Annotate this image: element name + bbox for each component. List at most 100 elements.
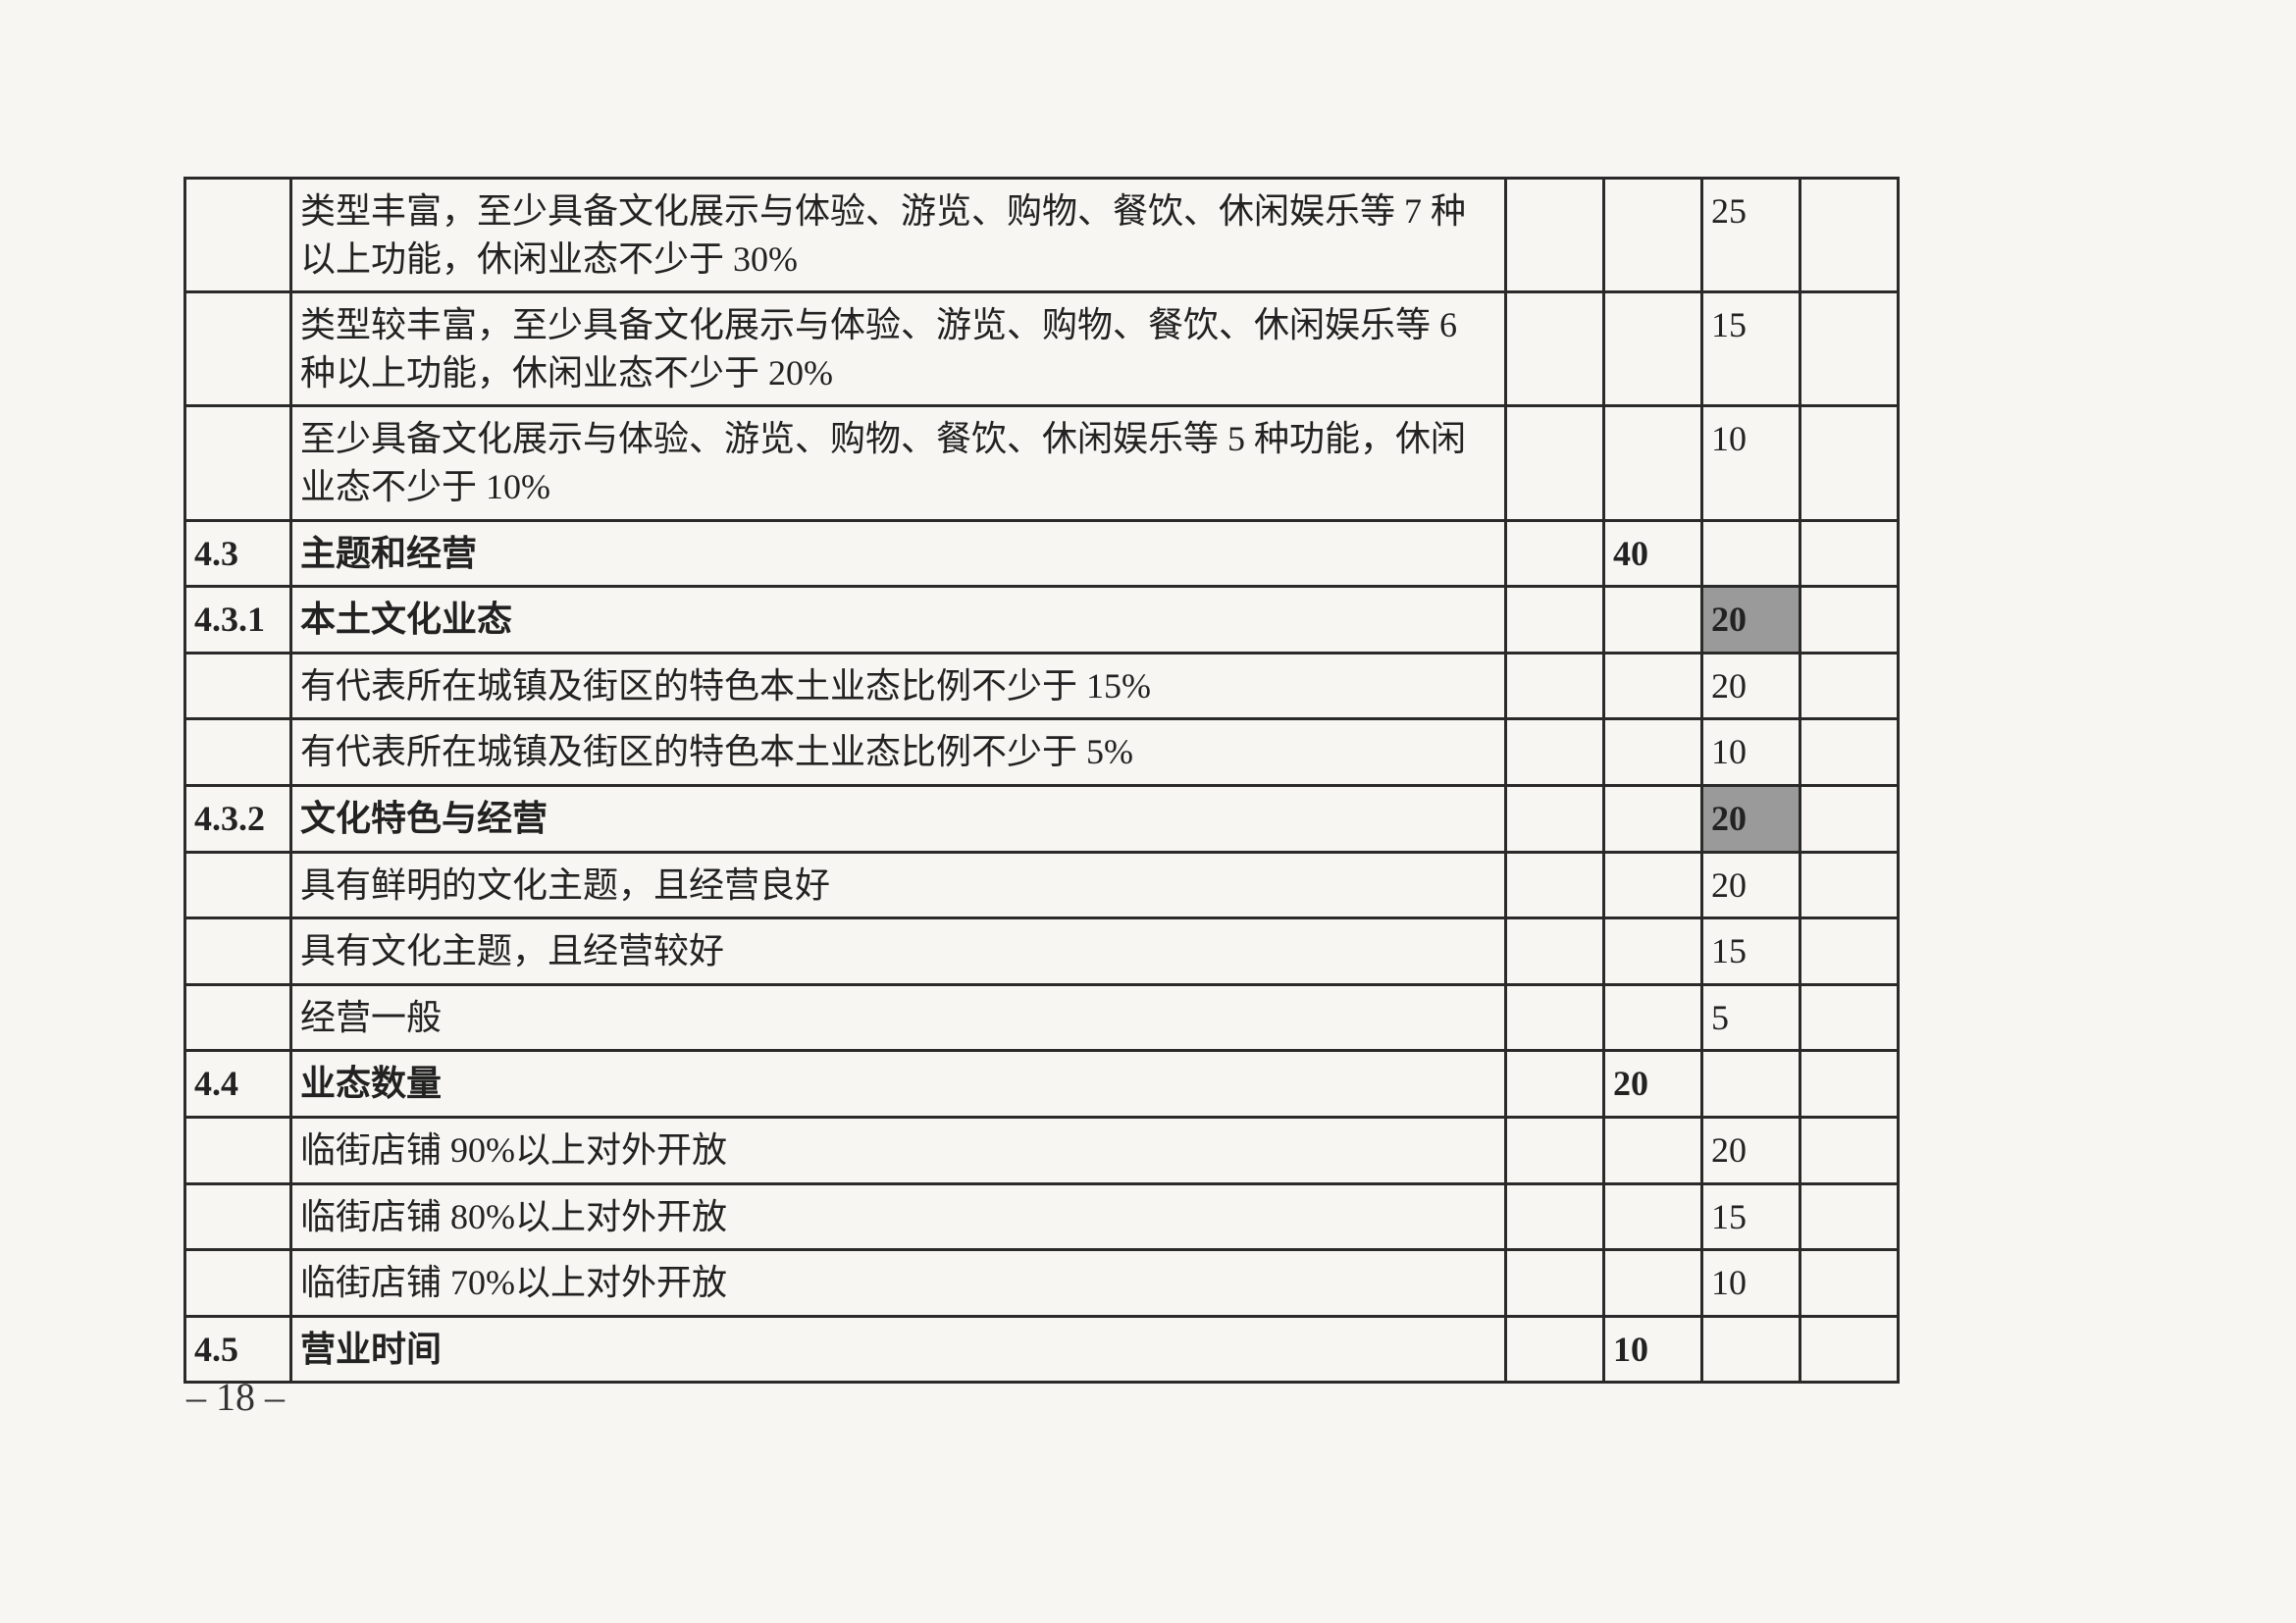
cell-c6 (1800, 406, 1899, 520)
cell-c4 (1604, 918, 1702, 985)
cell-c6 (1800, 1183, 1899, 1250)
cell-desc: 具有鲜明的文化主题，且经营良好 (291, 852, 1506, 918)
table-row: 经营一般 5 (185, 984, 1899, 1051)
cell-desc: 业态数量 (291, 1051, 1506, 1118)
cell-desc: 临街店铺 70%以上对外开放 (291, 1250, 1506, 1317)
cell-desc: 具有文化主题，且经营较好 (291, 918, 1506, 985)
cell-desc: 本土文化业态 (291, 587, 1506, 654)
table-row: 4.5营业时间10 (185, 1316, 1899, 1383)
cell-desc: 经营一般 (291, 984, 1506, 1051)
cell-c4 (1604, 406, 1702, 520)
cell-id (185, 852, 291, 918)
table-row: 4.4业态数量20 (185, 1051, 1899, 1118)
cell-c3 (1506, 719, 1604, 786)
cell-c5 (1702, 1316, 1800, 1383)
cell-c6 (1800, 653, 1899, 719)
cell-c4 (1604, 587, 1702, 654)
cell-desc: 文化特色与经营 (291, 785, 1506, 852)
cell-c4 (1604, 1117, 1702, 1183)
cell-c3 (1506, 1183, 1604, 1250)
cell-c4 (1604, 1250, 1702, 1317)
table-row: 4.3主题和经营 40 (185, 520, 1899, 587)
cell-desc: 主题和经营 (291, 520, 1506, 587)
cell-c4 (1604, 785, 1702, 852)
cell-c6 (1800, 1250, 1899, 1317)
table-body: 类型丰富，至少具备文化展示与体验、游览、购物、餐饮、休闲娱乐等 7 种以上功能，… (185, 179, 1899, 1383)
cell-c6 (1800, 587, 1899, 654)
cell-desc: 有代表所在城镇及街区的特色本土业态比例不少于 15% (291, 653, 1506, 719)
cell-c3 (1506, 852, 1604, 918)
cell-c3 (1506, 1250, 1604, 1317)
cell-desc: 类型较丰富，至少具备文化展示与体验、游览、购物、餐饮、休闲娱乐等 6 种以上功能… (291, 292, 1506, 406)
cell-c4: 40 (1604, 520, 1702, 587)
page-number: – 18 – (186, 1374, 285, 1420)
cell-c6 (1800, 852, 1899, 918)
cell-id (185, 984, 291, 1051)
cell-c4 (1604, 179, 1702, 292)
cell-c5: 25 (1702, 179, 1800, 292)
cell-c5: 20 (1702, 1117, 1800, 1183)
cell-c5: 10 (1702, 719, 1800, 786)
cell-c3 (1506, 653, 1604, 719)
cell-c6 (1800, 1117, 1899, 1183)
table-row: 有代表所在城镇及街区的特色本土业态比例不少于 5% 10 (185, 719, 1899, 786)
cell-c5: 20 (1702, 653, 1800, 719)
cell-c3 (1506, 984, 1604, 1051)
table-row: 临街店铺 90%以上对外开放20 (185, 1117, 1899, 1183)
cell-c6 (1800, 918, 1899, 985)
cell-id (185, 1117, 291, 1183)
cell-c6 (1800, 719, 1899, 786)
table-row: 临街店铺 80%以上对外开放 15 (185, 1183, 1899, 1250)
cell-c5 (1702, 1051, 1800, 1118)
cell-id (185, 292, 291, 406)
cell-c5: 20 (1702, 852, 1800, 918)
cell-c3 (1506, 587, 1604, 654)
cell-c5 (1702, 520, 1800, 587)
cell-c6 (1800, 1051, 1899, 1118)
cell-c3 (1506, 520, 1604, 587)
cell-id: 4.4 (185, 1051, 291, 1118)
cell-desc: 营业时间 (291, 1316, 1506, 1383)
cell-id: 4.3.1 (185, 587, 291, 654)
cell-c3 (1506, 1117, 1604, 1183)
cell-id (185, 1250, 291, 1317)
cell-c5: 15 (1702, 918, 1800, 985)
cell-id: 4.3 (185, 520, 291, 587)
cell-c6 (1800, 984, 1899, 1051)
cell-id (185, 719, 291, 786)
cell-id (185, 918, 291, 985)
cell-id (185, 653, 291, 719)
table-row: 有代表所在城镇及街区的特色本土业态比例不少于 15% 20 (185, 653, 1899, 719)
cell-c3 (1506, 1316, 1604, 1383)
cell-id (185, 179, 291, 292)
table-row: 4.3.2文化特色与经营 20 (185, 785, 1899, 852)
cell-c5: 15 (1702, 1183, 1800, 1250)
cell-c4 (1604, 719, 1702, 786)
cell-c3 (1506, 292, 1604, 406)
table-row: 具有文化主题，且经营较好 15 (185, 918, 1899, 985)
cell-id: 4.3.2 (185, 785, 291, 852)
cell-desc: 类型丰富，至少具备文化展示与体验、游览、购物、餐饮、休闲娱乐等 7 种以上功能，… (291, 179, 1506, 292)
table-row: 临街店铺 70%以上对外开放10 (185, 1250, 1899, 1317)
cell-c5: 5 (1702, 984, 1800, 1051)
cell-c6 (1800, 1316, 1899, 1383)
cell-c4 (1604, 653, 1702, 719)
cell-c4 (1604, 292, 1702, 406)
cell-c3 (1506, 785, 1604, 852)
cell-c6 (1800, 292, 1899, 406)
cell-c3 (1506, 179, 1604, 292)
cell-c4 (1604, 1183, 1702, 1250)
cell-c5: 20 (1702, 785, 1800, 852)
table-row: 类型丰富，至少具备文化展示与体验、游览、购物、餐饮、休闲娱乐等 7 种以上功能，… (185, 179, 1899, 292)
cell-desc: 至少具备文化展示与体验、游览、购物、餐饮、休闲娱乐等 5 种功能，休闲业态不少于… (291, 406, 1506, 520)
cell-desc: 临街店铺 80%以上对外开放 (291, 1183, 1506, 1250)
table-row: 4.3.1本土文化业态20 (185, 587, 1899, 654)
document-page: 类型丰富，至少具备文化展示与体验、游览、购物、餐饮、休闲娱乐等 7 种以上功能，… (0, 0, 2296, 1623)
table-row: 具有鲜明的文化主题，且经营良好 20 (185, 852, 1899, 918)
cell-c4 (1604, 984, 1702, 1051)
cell-desc: 有代表所在城镇及街区的特色本土业态比例不少于 5% (291, 719, 1506, 786)
cell-c6 (1800, 785, 1899, 852)
cell-id (185, 406, 291, 520)
cell-c3 (1506, 1051, 1604, 1118)
cell-c6 (1800, 520, 1899, 587)
